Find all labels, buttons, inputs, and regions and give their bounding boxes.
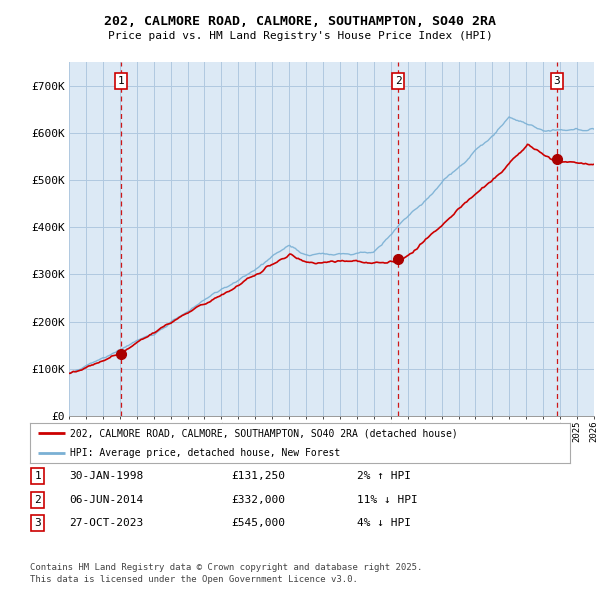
Text: 1: 1 <box>118 76 125 86</box>
Text: This data is licensed under the Open Government Licence v3.0.: This data is licensed under the Open Gov… <box>30 575 358 584</box>
Text: £332,000: £332,000 <box>231 495 285 504</box>
Text: 202, CALMORE ROAD, CALMORE, SOUTHAMPTON, SO40 2RA: 202, CALMORE ROAD, CALMORE, SOUTHAMPTON,… <box>104 15 496 28</box>
Text: HPI: Average price, detached house, New Forest: HPI: Average price, detached house, New … <box>71 448 341 458</box>
Text: 4% ↓ HPI: 4% ↓ HPI <box>357 519 411 528</box>
Text: 30-JAN-1998: 30-JAN-1998 <box>69 471 143 481</box>
Text: 2: 2 <box>34 495 41 504</box>
Text: £545,000: £545,000 <box>231 519 285 528</box>
Text: 202, CALMORE ROAD, CALMORE, SOUTHAMPTON, SO40 2RA (detached house): 202, CALMORE ROAD, CALMORE, SOUTHAMPTON,… <box>71 428 458 438</box>
Text: 2% ↑ HPI: 2% ↑ HPI <box>357 471 411 481</box>
Text: 1: 1 <box>34 471 41 481</box>
Text: 06-JUN-2014: 06-JUN-2014 <box>69 495 143 504</box>
Text: Contains HM Land Registry data © Crown copyright and database right 2025.: Contains HM Land Registry data © Crown c… <box>30 563 422 572</box>
Text: Price paid vs. HM Land Registry's House Price Index (HPI): Price paid vs. HM Land Registry's House … <box>107 31 493 41</box>
Text: £131,250: £131,250 <box>231 471 285 481</box>
Text: 2: 2 <box>395 76 401 86</box>
Text: 11% ↓ HPI: 11% ↓ HPI <box>357 495 418 504</box>
Text: 3: 3 <box>554 76 560 86</box>
Text: 3: 3 <box>34 519 41 528</box>
Text: 27-OCT-2023: 27-OCT-2023 <box>69 519 143 528</box>
